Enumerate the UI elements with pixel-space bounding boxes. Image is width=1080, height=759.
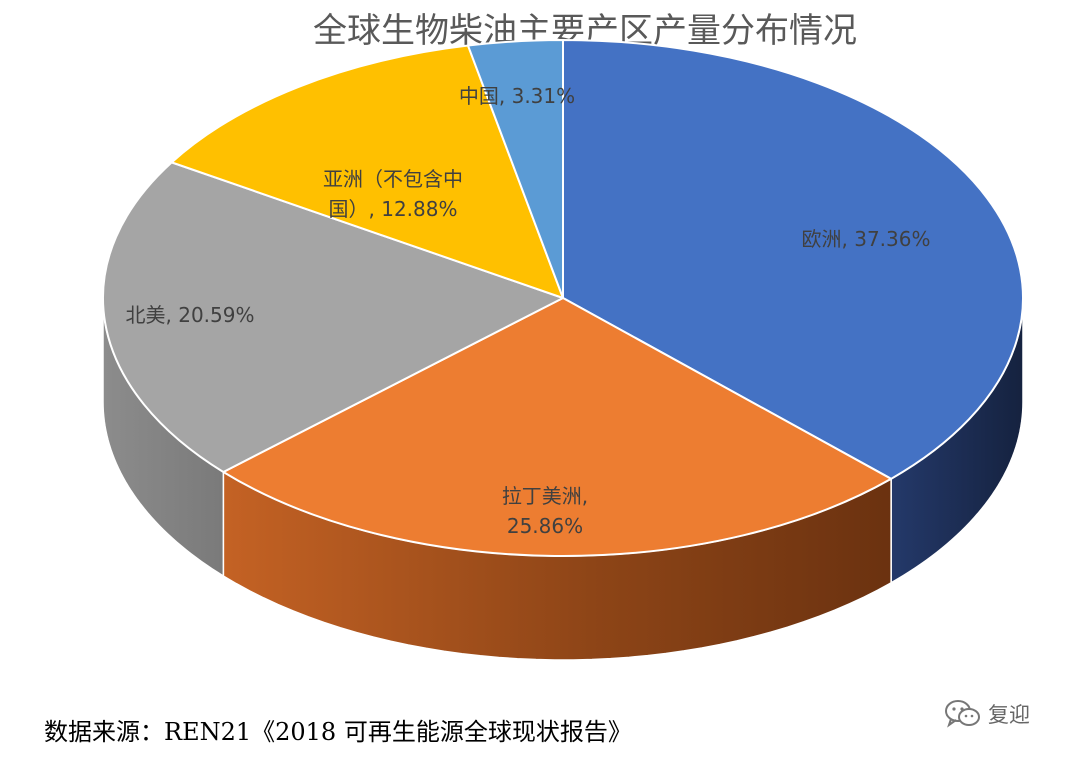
pie-slice-4: [170, 44, 564, 299]
pie-slice-1: [562, 39, 1024, 480]
data-label-line: 国）, 12.88%: [329, 197, 458, 221]
pie-slices: [102, 39, 1024, 557]
data-label-2: 拉丁美洲, 25.86%: [502, 484, 588, 538]
data-labels: 欧洲, 37.36% 拉丁美洲, 25.86% 北美, 20.59% 亚洲（不包含中国）…: [126, 84, 931, 538]
data-label-1: 欧洲, 37.36%: [802, 227, 931, 251]
data-label-5: 中国, 3.31%: [459, 84, 575, 108]
pie-slice-5: [467, 39, 564, 299]
data-label-line: 25.86%: [507, 514, 583, 538]
wechat-icon: [945, 700, 980, 728]
data-label-line: 中国, 3.31%: [459, 84, 575, 108]
pie-sides: [102, 297, 1024, 661]
data-label-line: 北美, 20.59%: [126, 303, 255, 327]
data-label-line: 亚洲（不包含中: [323, 167, 463, 191]
data-label-line: 拉丁美洲,: [502, 484, 588, 508]
pie-slice-3: [102, 161, 564, 473]
watermark: 复迎: [944, 698, 1030, 730]
pie-slice-2: [222, 297, 893, 557]
data-label-line: 欧洲, 37.36%: [802, 227, 931, 251]
data-label-3: 北美, 20.59%: [126, 303, 255, 327]
watermark-text: 复迎: [988, 703, 1030, 727]
source-note: 数据来源：REN21《2018 可再生能源全球现状报告》: [44, 718, 632, 746]
data-label-4: 亚洲（不包含中国）, 12.88%: [323, 167, 463, 221]
